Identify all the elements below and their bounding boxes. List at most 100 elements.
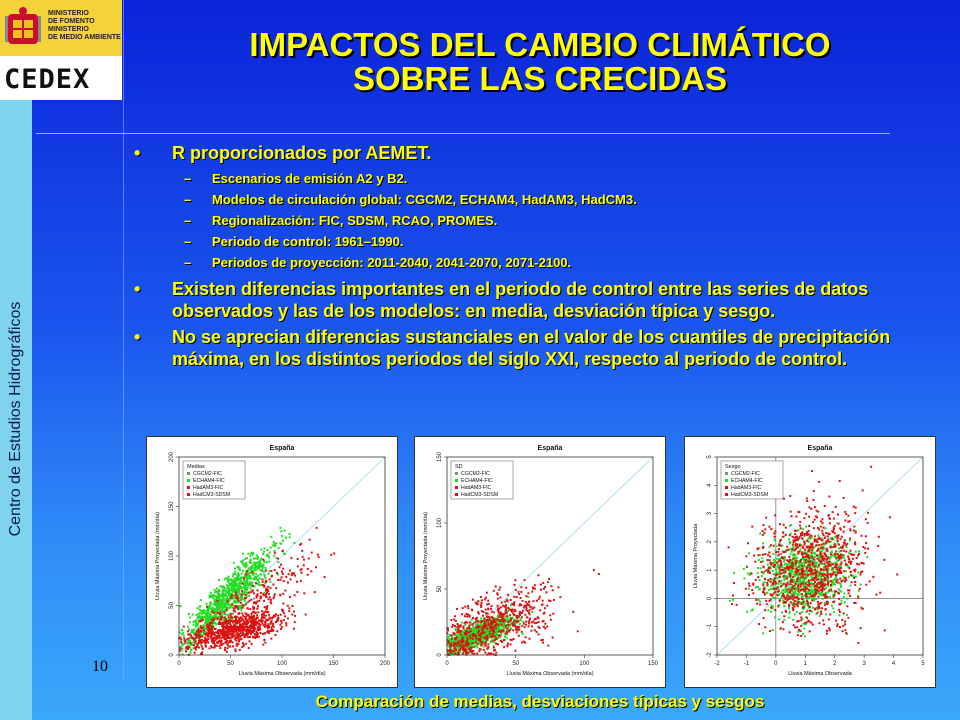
data-point: [488, 618, 491, 621]
data-point: [249, 627, 252, 630]
data-point: [778, 564, 781, 567]
data-point: [255, 554, 258, 557]
data-point: [489, 641, 492, 644]
data-point: [209, 603, 212, 606]
data-point: [812, 592, 815, 595]
data-point: [213, 636, 216, 639]
data-point: [480, 633, 483, 636]
data-point: [213, 591, 216, 594]
data-point: [518, 593, 521, 596]
data-point: [750, 572, 753, 575]
data-point: [267, 610, 270, 613]
data-point: [221, 596, 224, 599]
data-point: [527, 625, 530, 628]
data-point: [810, 555, 813, 558]
data-point: [820, 584, 823, 587]
data-point: [484, 620, 487, 623]
data-point: [489, 630, 492, 633]
data-point: [533, 587, 536, 590]
data-point: [218, 615, 221, 618]
data-point: [215, 590, 218, 593]
data-point: [828, 522, 831, 525]
data-point: [265, 606, 268, 609]
data-point: [269, 580, 272, 583]
data-point: [781, 583, 784, 586]
data-point: [775, 557, 778, 560]
ministry-line-1: MINISTERIO: [48, 10, 89, 17]
data-point: [772, 565, 775, 568]
data-point: [264, 569, 267, 572]
data-point: [757, 585, 760, 588]
data-point: [218, 620, 221, 623]
data-point: [549, 599, 552, 602]
data-point: [219, 599, 222, 602]
data-point: [222, 632, 225, 635]
data-point: [783, 604, 786, 607]
data-point: [468, 621, 471, 624]
data-point: [807, 593, 810, 596]
data-point: [447, 629, 450, 632]
data-point: [523, 579, 526, 582]
data-point: [801, 562, 804, 565]
data-point: [762, 632, 765, 635]
data-point: [762, 572, 765, 575]
legend-entry: CGCM2-FIC: [461, 471, 490, 477]
data-point: [809, 602, 812, 605]
data-point: [822, 593, 825, 596]
data-point: [493, 635, 496, 638]
data-point: [229, 594, 232, 597]
data-point: [789, 596, 792, 599]
data-point: [807, 562, 810, 565]
data-point: [782, 560, 785, 563]
data-point: [259, 627, 262, 630]
data-point: [280, 619, 283, 622]
data-point: [262, 553, 265, 556]
data-point: [281, 549, 284, 552]
data-point: [277, 579, 280, 582]
data-point: [776, 594, 779, 597]
data-point: [841, 554, 844, 557]
data-point: [270, 602, 273, 605]
data-point: [805, 574, 808, 577]
data-point: [774, 616, 777, 619]
data-point: [243, 636, 246, 639]
data-point: [245, 595, 248, 598]
data-point: [509, 618, 512, 621]
data-point: [854, 512, 857, 515]
cedex-logo: CEDEX: [0, 62, 122, 98]
data-point: [814, 540, 817, 543]
data-point: [200, 638, 203, 641]
data-point: [809, 549, 812, 552]
data-point: [453, 645, 456, 648]
data-point: [223, 586, 226, 589]
data-point: [823, 547, 826, 550]
data-point: [545, 591, 548, 594]
data-point: [217, 594, 220, 597]
data-point: [783, 556, 786, 559]
data-point: [205, 627, 208, 630]
data-point: [806, 586, 809, 589]
data-point: [231, 629, 234, 632]
data-point: [474, 601, 477, 604]
data-point: [272, 597, 275, 600]
data-point: [783, 535, 786, 538]
data-point: [260, 557, 263, 560]
data-point: [504, 606, 507, 609]
data-point: [859, 583, 862, 586]
data-point: [477, 629, 480, 632]
data-point: [232, 645, 235, 648]
data-point: [225, 584, 228, 587]
data-point: [770, 606, 773, 609]
data-point: [497, 634, 500, 637]
data-point: [291, 613, 294, 616]
data-point: [836, 559, 839, 562]
data-point: [520, 630, 523, 633]
data-point: [857, 641, 860, 644]
data-point: [793, 595, 796, 598]
data-point: [834, 563, 837, 566]
data-point: [202, 629, 205, 632]
data-point: [557, 586, 560, 589]
data-point: [816, 589, 819, 592]
data-point: [471, 649, 474, 652]
data-point: [800, 558, 803, 561]
